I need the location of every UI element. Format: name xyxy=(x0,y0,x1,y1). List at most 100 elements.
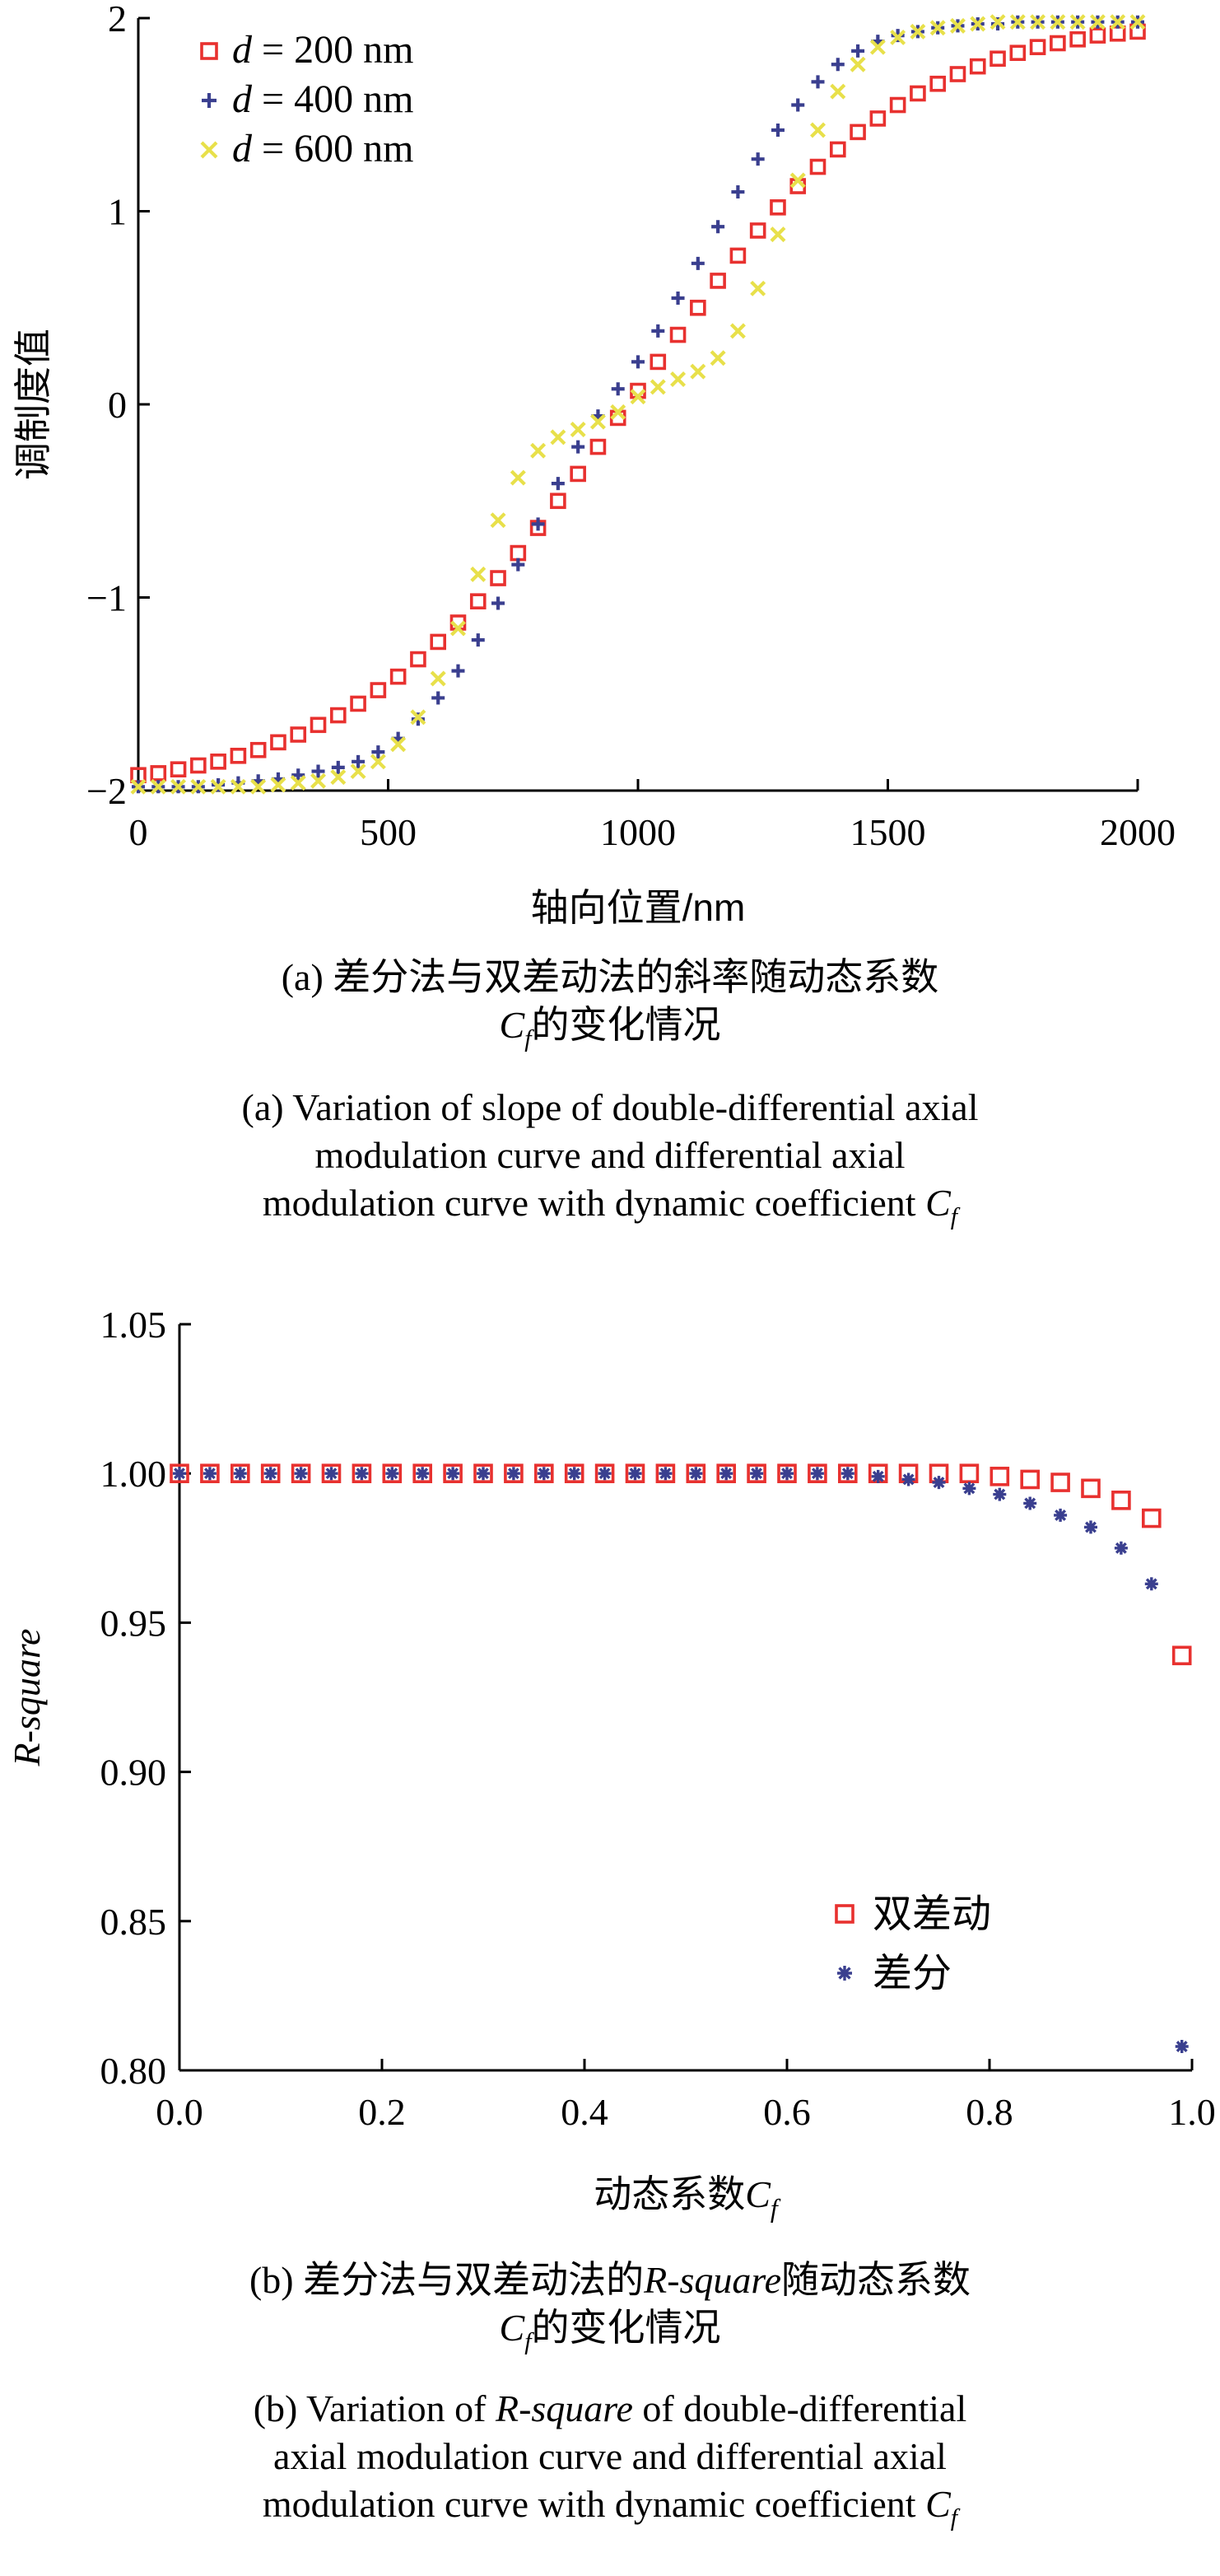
chart-a-point xyxy=(970,16,986,32)
chart-b-point xyxy=(1175,2040,1189,2054)
chart-a-point xyxy=(710,350,726,366)
chart-a-point xyxy=(949,66,966,82)
chart-b-point xyxy=(837,1463,858,1483)
chart-b-point xyxy=(355,1467,369,1481)
chart-a-point xyxy=(390,736,407,753)
chart-b-point xyxy=(263,1467,277,1481)
chart-a-point xyxy=(431,691,445,705)
chart-b-point xyxy=(506,1467,520,1481)
chart-a-point xyxy=(749,222,766,239)
chart-b-point xyxy=(747,1463,766,1483)
chart-a-point xyxy=(389,668,407,685)
chart-a-point xyxy=(550,492,566,510)
chart-b-point xyxy=(1084,1520,1097,1534)
chart-b-y-tick-label: 0.85 xyxy=(100,1901,167,1943)
chart-a-point xyxy=(170,761,187,778)
chart-a-point xyxy=(270,734,286,751)
chart-a-point xyxy=(729,323,746,339)
chart-a-legend: d = 200 nm d = 400 nm d = 600 nm xyxy=(200,28,413,170)
chart-a-point xyxy=(290,775,306,791)
chart-a-point xyxy=(610,404,626,420)
chart-a-point xyxy=(470,566,487,582)
chart-b-point xyxy=(203,1467,217,1481)
chart-a-point xyxy=(729,247,747,264)
chart-b-point xyxy=(1081,1478,1101,1499)
chart-b-point xyxy=(504,1463,524,1483)
chart-a-point xyxy=(290,726,307,743)
chart-b-legend-marker xyxy=(835,1904,854,1924)
chart-a-legend-label: d = 600 nm xyxy=(232,127,413,170)
chart-a-point xyxy=(249,741,267,758)
chart-a-point xyxy=(430,633,447,651)
chart-a-point xyxy=(791,98,805,112)
chart-b-point xyxy=(443,1463,463,1483)
chart-a-point xyxy=(491,596,505,610)
chart-b-x-tick-label: 0.6 xyxy=(763,2091,811,2133)
chart-b-point xyxy=(260,1463,281,1483)
chart-a-point xyxy=(490,512,506,529)
chart-a-point xyxy=(671,292,685,306)
chart-b-point xyxy=(750,1467,764,1481)
chart-b-point xyxy=(716,1463,737,1483)
chart-a-y-axis-label: 调制度值 xyxy=(12,329,54,480)
chart-a-point xyxy=(1110,14,1126,30)
chart-a-point xyxy=(589,413,606,430)
chart-b-point xyxy=(993,1487,1007,1501)
chart-a-series-3 xyxy=(130,14,1146,795)
chart-a-point xyxy=(850,56,866,72)
chart-a-point xyxy=(650,353,667,371)
chart-a-point xyxy=(310,772,327,789)
caption-b-english: (b) Variation of R-square of double-diff… xyxy=(0,2385,1220,2532)
chart-b-point xyxy=(625,1463,645,1483)
chart-a-point xyxy=(1129,14,1146,30)
chart-b-y-tick-label: 1.05 xyxy=(100,1304,167,1346)
chart-a-legend-marker xyxy=(200,42,218,60)
chart-a-point xyxy=(310,716,327,734)
chart-b-point xyxy=(686,1463,706,1483)
caption-b-en-line-3: modulation curve with dynamic coefficien… xyxy=(262,2483,958,2532)
chart-a-point xyxy=(831,58,845,72)
chart-a-point xyxy=(150,765,167,782)
chart-a-point xyxy=(490,570,506,586)
chart-b-y-tick-label: 1.00 xyxy=(100,1453,167,1495)
chart-b-point xyxy=(473,1463,493,1483)
chart-b-point xyxy=(901,1472,915,1486)
chart-a-point xyxy=(990,50,1006,68)
chart-b-point xyxy=(1020,1469,1040,1490)
caption-a-en-line-3: modulation curve with dynamic coefficien… xyxy=(262,1182,958,1230)
chart-a-point xyxy=(929,20,946,36)
chart-b-series-2 xyxy=(173,1467,1189,2054)
chart-a-point xyxy=(350,763,366,780)
chart-b-point xyxy=(1171,1645,1192,1666)
chart-a-point xyxy=(250,778,267,795)
chart-a-point xyxy=(511,558,525,572)
chart-a-point xyxy=(770,226,786,243)
chart-a-point xyxy=(869,39,886,55)
chart-a-point xyxy=(869,110,887,127)
chart-a-point xyxy=(751,152,765,166)
chart-b-point xyxy=(1114,1541,1128,1555)
chart-b-point xyxy=(810,1467,824,1481)
chart-b-point xyxy=(719,1467,733,1481)
chart-a-point xyxy=(631,355,645,369)
chart-a-point xyxy=(370,754,386,770)
chart-b-legend-label: 双差动 xyxy=(873,1892,991,1936)
chart-b-point xyxy=(200,1463,220,1483)
chart-b-point xyxy=(1050,1472,1070,1492)
chart-a-point xyxy=(651,324,665,338)
chart-b-point xyxy=(477,1467,490,1481)
caption-b-cn-line-1: (b) 差分法与双差动法的R-square随动态系数 xyxy=(249,2259,971,2301)
chart-a-point xyxy=(710,273,726,289)
chart-a-point xyxy=(1030,14,1046,30)
chart-a-point xyxy=(510,544,527,562)
chart-b-point xyxy=(446,1467,460,1481)
chart-a-point xyxy=(771,124,785,138)
chart-b-legend-label: 差分 xyxy=(873,1952,952,1995)
chart-b-point xyxy=(689,1467,703,1481)
chart-b-x-tick-label: 0.4 xyxy=(561,2091,608,2133)
chart-b-point xyxy=(808,1463,827,1483)
chart-b-point xyxy=(412,1463,433,1483)
chart-b-point xyxy=(871,1469,885,1483)
chart-a-point xyxy=(270,777,286,793)
